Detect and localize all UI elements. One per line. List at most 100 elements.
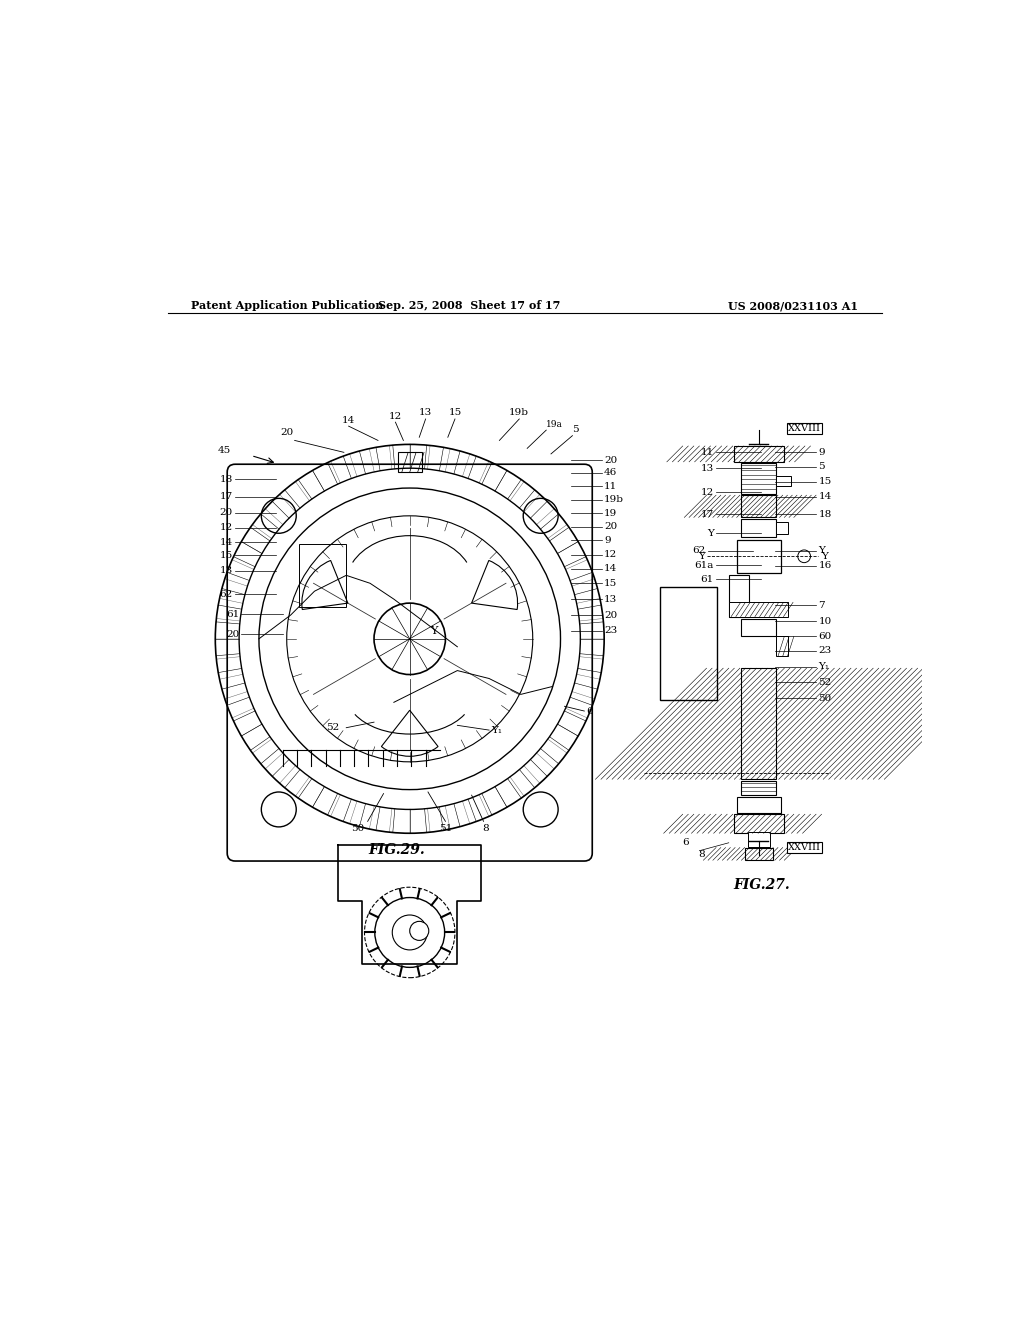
Text: 5: 5 bbox=[572, 425, 579, 434]
Bar bbox=[397, 453, 422, 473]
Text: 19: 19 bbox=[604, 510, 617, 517]
Circle shape bbox=[410, 921, 429, 940]
Text: 13: 13 bbox=[219, 566, 232, 576]
Bar bbox=[659, 587, 717, 700]
Bar bbox=[776, 523, 788, 535]
Circle shape bbox=[392, 915, 427, 950]
Circle shape bbox=[798, 550, 811, 562]
Circle shape bbox=[261, 792, 296, 826]
Text: Sep. 25, 2008  Sheet 17 of 17: Sep. 25, 2008 Sheet 17 of 17 bbox=[378, 300, 560, 312]
Text: 15: 15 bbox=[449, 408, 462, 417]
Text: 12: 12 bbox=[700, 487, 714, 496]
Text: 20: 20 bbox=[280, 428, 293, 437]
Text: 19a: 19a bbox=[546, 420, 563, 429]
Text: 6: 6 bbox=[587, 706, 593, 715]
Circle shape bbox=[374, 603, 445, 675]
Text: Y₁: Y₁ bbox=[492, 726, 503, 735]
Text: 14: 14 bbox=[604, 565, 617, 573]
Text: 23: 23 bbox=[818, 647, 831, 655]
Text: 15: 15 bbox=[604, 578, 617, 587]
Text: 46: 46 bbox=[604, 469, 617, 478]
Text: 20: 20 bbox=[604, 611, 617, 619]
Text: 6: 6 bbox=[683, 838, 689, 847]
Text: 11: 11 bbox=[604, 482, 617, 491]
Text: 50: 50 bbox=[818, 694, 831, 702]
Text: 14: 14 bbox=[818, 492, 831, 502]
Text: 11: 11 bbox=[700, 447, 714, 457]
Bar bbox=[744, 847, 773, 861]
Text: Y: Y bbox=[430, 626, 437, 636]
Text: 14: 14 bbox=[219, 537, 232, 546]
Text: 13: 13 bbox=[419, 408, 432, 417]
Text: 52: 52 bbox=[818, 678, 831, 686]
Text: Y: Y bbox=[698, 552, 705, 561]
Text: 9: 9 bbox=[818, 447, 825, 457]
Text: 7: 7 bbox=[818, 601, 825, 610]
Bar bbox=[741, 668, 776, 779]
Text: 62: 62 bbox=[219, 590, 232, 599]
Bar bbox=[736, 797, 781, 813]
Text: 19b: 19b bbox=[509, 408, 529, 417]
Text: 12: 12 bbox=[604, 550, 617, 560]
Text: US 2008/0231103 A1: US 2008/0231103 A1 bbox=[728, 300, 858, 312]
Text: 18: 18 bbox=[219, 475, 232, 484]
Text: 20: 20 bbox=[226, 630, 240, 639]
Text: 17: 17 bbox=[219, 492, 232, 502]
Bar bbox=[736, 540, 781, 573]
Text: 20: 20 bbox=[219, 508, 232, 517]
Text: 8: 8 bbox=[698, 850, 706, 859]
Text: 16: 16 bbox=[818, 561, 831, 570]
Text: 20: 20 bbox=[604, 523, 617, 532]
Bar bbox=[299, 544, 346, 607]
Bar bbox=[733, 814, 784, 833]
Text: 15: 15 bbox=[818, 478, 831, 486]
Bar bbox=[741, 619, 776, 636]
Text: 50: 50 bbox=[351, 824, 365, 833]
Bar bbox=[729, 602, 788, 616]
Text: FIG.29.: FIG.29. bbox=[368, 842, 425, 857]
Text: 23: 23 bbox=[604, 627, 617, 635]
Text: Y: Y bbox=[707, 529, 714, 537]
Text: 8: 8 bbox=[482, 824, 488, 833]
Text: 61: 61 bbox=[226, 610, 240, 619]
Bar bbox=[748, 833, 770, 846]
Circle shape bbox=[375, 898, 444, 968]
Text: 18: 18 bbox=[818, 510, 831, 519]
Text: 61a: 61a bbox=[694, 561, 714, 569]
Text: 51: 51 bbox=[439, 824, 452, 833]
Text: 52: 52 bbox=[326, 723, 339, 733]
Text: Patent Application Publication: Patent Application Publication bbox=[191, 300, 384, 312]
Bar bbox=[729, 576, 749, 616]
Text: 17: 17 bbox=[700, 510, 714, 519]
Text: 62: 62 bbox=[692, 546, 706, 556]
Text: XXVIII: XXVIII bbox=[788, 424, 821, 433]
Bar bbox=[741, 519, 776, 537]
Text: Y: Y bbox=[818, 546, 825, 556]
Circle shape bbox=[261, 499, 296, 533]
Bar bbox=[776, 477, 791, 486]
Text: 9: 9 bbox=[604, 536, 610, 545]
Text: Y₁: Y₁ bbox=[818, 663, 829, 671]
Circle shape bbox=[523, 792, 558, 826]
Text: 13: 13 bbox=[604, 594, 617, 603]
Text: 20: 20 bbox=[604, 455, 617, 465]
Bar bbox=[741, 463, 776, 494]
Text: 19b: 19b bbox=[604, 495, 625, 504]
Text: XXVIII: XXVIII bbox=[788, 843, 821, 851]
Text: 14: 14 bbox=[342, 416, 355, 425]
Circle shape bbox=[523, 499, 558, 533]
Bar bbox=[776, 636, 788, 656]
Text: 10: 10 bbox=[818, 616, 831, 626]
FancyBboxPatch shape bbox=[227, 465, 592, 861]
Text: 12: 12 bbox=[389, 412, 402, 421]
Text: 45: 45 bbox=[218, 446, 231, 455]
Bar bbox=[741, 495, 776, 517]
Text: FIG.27.: FIG.27. bbox=[733, 878, 790, 892]
Text: 5: 5 bbox=[818, 462, 825, 471]
Text: 12: 12 bbox=[219, 523, 232, 532]
Text: 61: 61 bbox=[700, 574, 714, 583]
Bar bbox=[733, 446, 784, 462]
Text: 15: 15 bbox=[219, 550, 232, 560]
Text: Y: Y bbox=[821, 552, 827, 561]
Text: 60: 60 bbox=[818, 632, 831, 642]
